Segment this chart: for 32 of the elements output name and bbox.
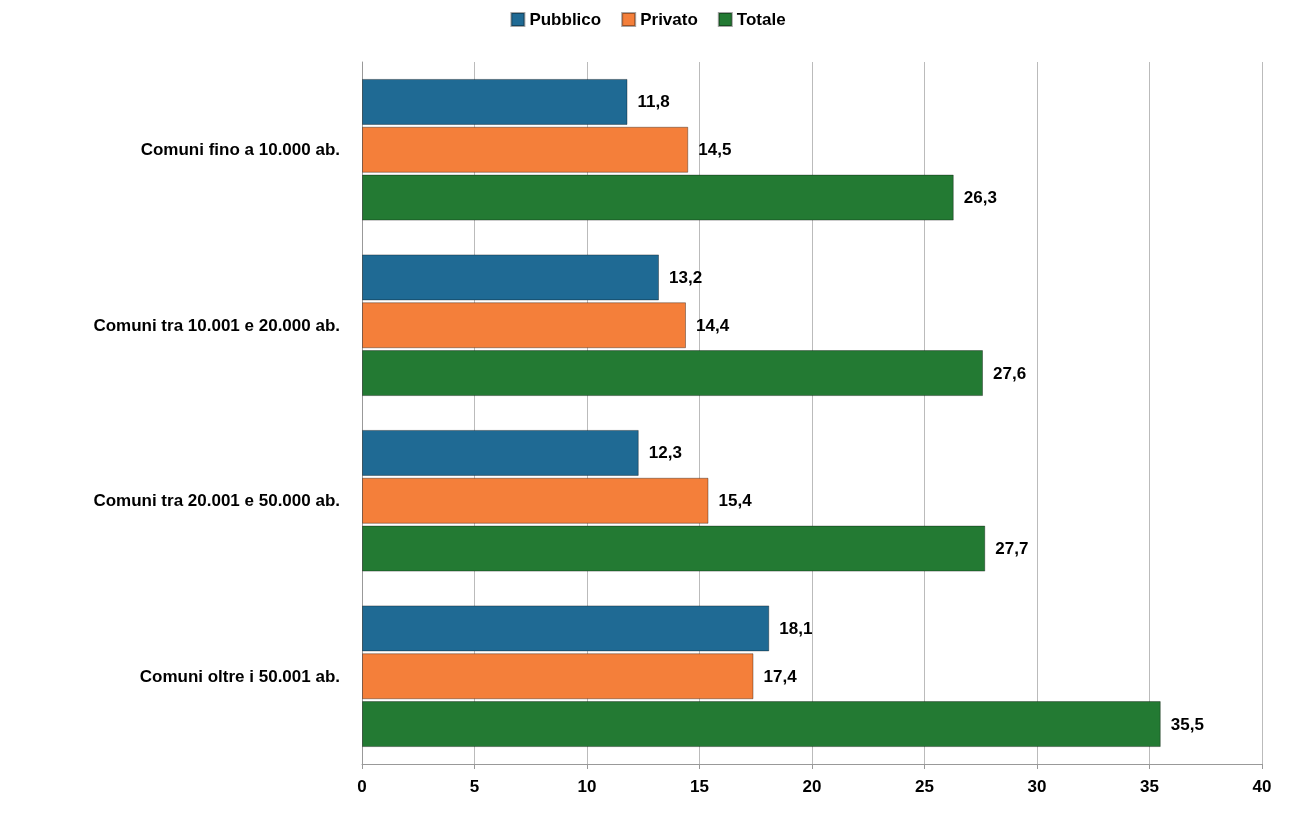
bar [362,701,1161,748]
legend-label: Privato [640,10,698,29]
data-label: 17,4 [763,666,798,686]
y-tick-label: Comuni fino a 10.000 ab. [140,140,340,160]
data-label: 11,8 [637,92,670,112]
bar [362,350,983,397]
x-tick-label: 30 [1027,777,1047,796]
x-tick-label: 5 [469,777,480,796]
y-tick-label: Comuni tra 10.001 e 20.000 ab. [93,315,340,335]
legend-label: Pubblico [529,10,602,29]
data-label: 27,6 [993,363,1027,383]
data-label: 18,1 [779,618,813,638]
data-label: 14,4 [696,315,730,335]
x-tick-label: 0 [357,777,367,796]
data-label: 13,2 [669,267,703,287]
data-label: 35,5 [1170,714,1204,734]
data-label: 15,4 [718,491,753,511]
data-label: 26,3 [963,188,997,208]
x-tick-label: 35 [1140,777,1159,796]
x-tick-label: 20 [802,777,822,796]
y-tick-label: Comuni oltre i 50.001 ab. [139,666,340,686]
x-tick-label: 15 [690,777,709,796]
x-tick-label: 10 [577,777,597,796]
y-tick-label: Comuni tra 20.001 e 50.000 ab. [93,491,340,511]
legend-label: Totale [736,10,786,29]
bar [362,78,628,125]
data-label: 14,5 [698,140,732,160]
data-label: 12,3 [648,443,682,463]
bar [362,429,639,476]
x-tick-label: 40 [1252,777,1272,796]
data-label: 27,7 [995,539,1029,559]
x-tick-label: 25 [915,777,934,796]
